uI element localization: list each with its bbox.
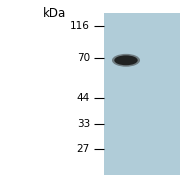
Text: 116: 116 [70, 21, 90, 31]
Ellipse shape [114, 55, 138, 65]
Text: 27: 27 [77, 143, 90, 154]
Text: 44: 44 [77, 93, 90, 103]
Text: kDa: kDa [42, 7, 66, 20]
Text: 70: 70 [77, 53, 90, 64]
Text: 33: 33 [77, 119, 90, 129]
Bar [104, 13, 180, 175]
Ellipse shape [112, 54, 140, 67]
